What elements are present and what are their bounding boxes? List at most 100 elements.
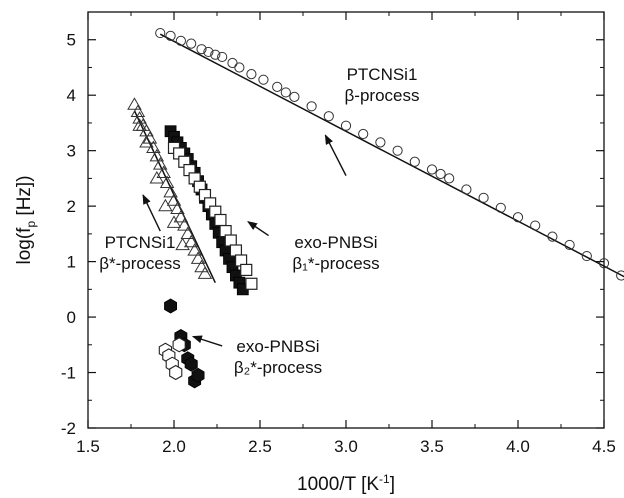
- x-tick-label: 4.0: [506, 437, 530, 456]
- x-tick-label: 2.0: [162, 437, 186, 456]
- fit-line-0: [159, 33, 624, 278]
- data-point: [280, 87, 291, 98]
- data-point: [392, 145, 403, 156]
- annotation-2: exo-PNBSi β₁*-process: [247, 221, 380, 273]
- annotation-arrow: [324, 134, 347, 176]
- data-point: [461, 184, 472, 195]
- data-point: [190, 251, 206, 264]
- data-point: [258, 74, 269, 85]
- annotation-text: β₂*-process: [234, 358, 322, 377]
- data-point: [175, 237, 190, 251]
- annotation-text: exo-PNBSi: [236, 337, 319, 356]
- data-point: [186, 38, 197, 49]
- data-point: [564, 239, 575, 251]
- data-point: [272, 81, 283, 92]
- data-point: [152, 157, 168, 170]
- data-point: [217, 51, 228, 63]
- annotation-text: β-process: [345, 86, 420, 105]
- data-point: [224, 234, 237, 247]
- annotation-arrow: [191, 335, 223, 347]
- annotation-1: PTCNSi1 β*-process: [99, 194, 181, 273]
- data-point: [340, 120, 352, 131]
- data-point: [375, 137, 386, 148]
- y-tick-label: -1: [61, 364, 76, 383]
- data-point: [183, 234, 199, 248]
- data-point: [598, 258, 610, 269]
- annotations: PTCNSi1 β-process PTCNSi1 β*-process exo-PNB…: [99, 65, 419, 377]
- data-point: [435, 168, 446, 180]
- annotation-text: PTCNSi1: [347, 65, 418, 84]
- y-tick-label: 4: [67, 86, 76, 105]
- data-point: [166, 215, 182, 228]
- y-axis-title: log(fp [Hz]): [14, 175, 38, 264]
- annotation-arrow: [247, 221, 269, 237]
- annotation-arrow: [142, 194, 161, 232]
- annotation-text: β₁*-process: [292, 254, 379, 273]
- data-point: [478, 192, 489, 203]
- data-point: [159, 175, 175, 188]
- data-point: [164, 298, 178, 314]
- data-point: [426, 164, 438, 175]
- data-point: [175, 35, 186, 46]
- data-point: [180, 226, 196, 239]
- annotation-text: β*-process: [99, 254, 181, 273]
- data-point: [214, 213, 227, 227]
- x-tick-label: 3.5: [420, 437, 444, 456]
- data-point: [194, 259, 209, 273]
- data-point: [495, 202, 506, 213]
- data-point: [581, 250, 592, 262]
- x-tick-label: 3.0: [334, 437, 358, 456]
- series-1: [127, 97, 213, 279]
- data-point: [358, 128, 369, 140]
- annotation-0: PTCNSi1 β-process: [324, 65, 420, 176]
- data-point: [169, 364, 183, 381]
- data-point: [187, 243, 202, 256]
- data-point: [616, 270, 624, 281]
- data-point: [130, 104, 146, 117]
- data-point: [289, 91, 300, 102]
- data-point: [156, 165, 171, 178]
- series-3: [167, 141, 258, 290]
- data-point: [210, 49, 221, 60]
- data-point: [172, 337, 186, 353]
- data-point: [229, 244, 243, 257]
- data-point: [530, 220, 541, 231]
- data-point: [139, 134, 154, 148]
- y-tick-label: 3: [67, 142, 76, 161]
- data-point: [196, 44, 207, 55]
- annotation-3: exo-PNBSi β₂*-process: [191, 335, 322, 377]
- y-tick-label: 5: [67, 31, 76, 50]
- series-5: [158, 337, 186, 381]
- data-point: [177, 218, 192, 231]
- annotation-text: exo-PNBSi: [294, 233, 377, 252]
- data-point: [444, 173, 455, 184]
- y-tick-label: 2: [67, 197, 76, 216]
- data-point: [246, 69, 257, 80]
- data-point: [158, 198, 173, 212]
- data-point: [184, 356, 198, 372]
- data-point: [127, 97, 142, 110]
- data-point: [163, 184, 178, 198]
- data-point: [512, 212, 524, 223]
- data-point: [234, 62, 245, 73]
- data-point: [245, 277, 258, 290]
- x-tick-label: 4.5: [592, 437, 616, 456]
- data-point: [409, 156, 420, 167]
- data-point: [166, 193, 182, 206]
- x-axis-title: 1000/T [K-1]: [297, 472, 395, 495]
- data-point: [306, 101, 317, 112]
- data-point: [155, 27, 166, 39]
- annotation-text: PTCNSi1: [105, 233, 176, 252]
- x-axis-ticks: 1.5 2.0 2.5 3.0 3.5 4.0 4.5: [76, 12, 616, 456]
- y-tick-label: 0: [67, 308, 76, 327]
- data-point: [132, 111, 147, 124]
- data-point: [323, 111, 334, 122]
- y-tick-label: 1: [67, 253, 76, 272]
- series-0: [155, 27, 624, 281]
- data-point: [203, 46, 214, 58]
- data-points: [127, 27, 624, 389]
- y-axis-ticks: -2 -1 0 1 2 3 4 5: [61, 11, 604, 438]
- data-point: [197, 266, 213, 279]
- data-point: [173, 209, 189, 223]
